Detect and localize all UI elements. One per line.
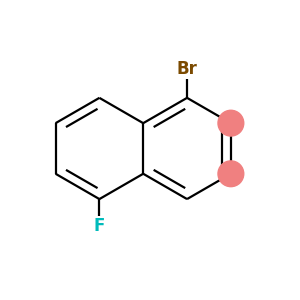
Text: Br: Br [177, 60, 197, 78]
Text: F: F [94, 217, 105, 235]
Circle shape [218, 161, 244, 187]
Circle shape [218, 110, 244, 136]
